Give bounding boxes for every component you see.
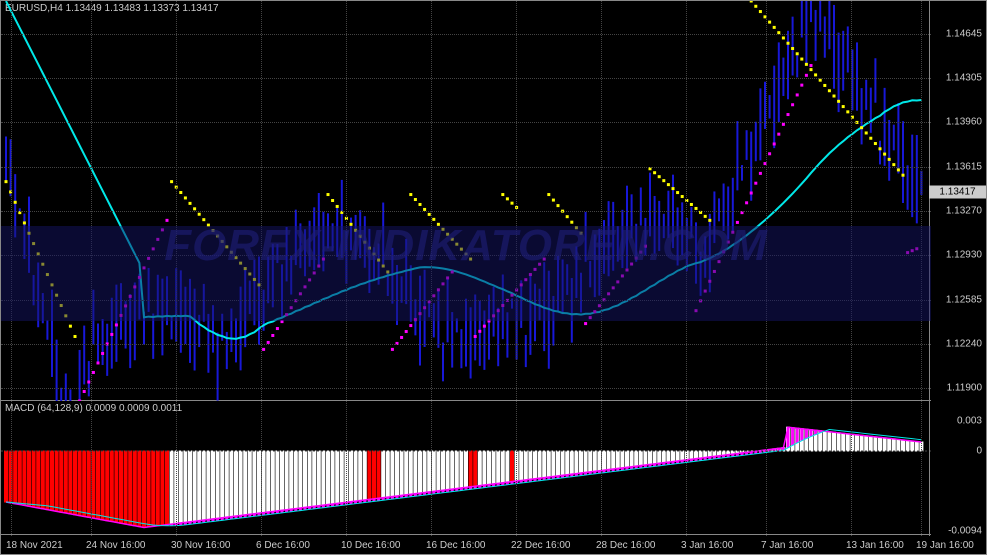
price-axis: 1.146451.143051.139601.136151.132701.129… <box>929 1 986 401</box>
macd-chart-svg <box>1 401 931 536</box>
main-chart-area[interactable]: EURUSD,H4 1.13449 1.13483 1.13373 1.1341… <box>1 1 931 401</box>
macd-title: MACD (64,128,9) 0.0009 0.0009 0.0011 <box>5 403 182 414</box>
macd-chart-area[interactable]: MACD (64,128,9) 0.0009 0.0009 0.0011 <box>1 401 931 536</box>
macd-axis: 0.0030-0.0094 <box>929 401 986 536</box>
chart-container: EURUSD,H4 1.13449 1.13483 1.13373 1.1341… <box>0 0 987 555</box>
main-chart-svg <box>1 1 931 401</box>
current-price-tag: 1.13417 <box>929 186 986 199</box>
time-axis: 18 Nov 202124 Nov 16:0030 Nov 16:006 Dec… <box>1 534 931 554</box>
blue-band <box>1 226 931 321</box>
